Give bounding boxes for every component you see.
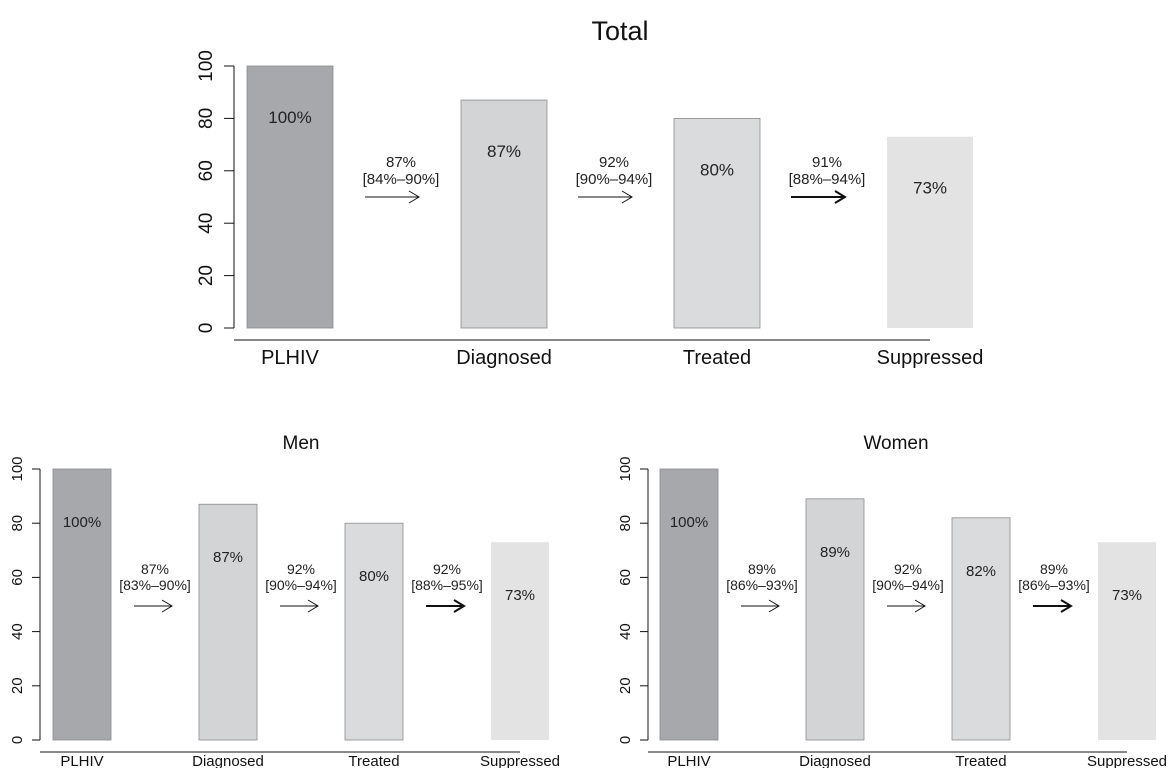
chart-panel-total: Total 0 20 40 60 80 100 100% PLHIV 87% Diagnosed 80… — [196, 16, 983, 369]
chart-panel-women: Women 0 20 40 60 80 100 100% PLHIV 89% Diagnosed 82… — [617, 433, 1167, 768]
x-tick-label: Treated — [683, 347, 751, 369]
arrow-head — [621, 190, 633, 204]
bar-diagnosed — [198, 503, 258, 741]
transition-ci: [88%–95%] — [411, 577, 483, 593]
y-tick-label: 100 — [617, 456, 634, 481]
arrow-head — [834, 190, 847, 204]
y-tick-label: 0 — [196, 323, 217, 334]
bar-value-label: 80% — [700, 160, 734, 179]
bar-value-label: 87% — [487, 142, 521, 161]
y-tick-label: 60 — [617, 569, 634, 586]
transition-rate: 89% — [1040, 561, 1068, 577]
chart-panel-men: Men 0 20 40 60 80 100 100% PLHIV 87% Diagnosed 80% T… — [9, 433, 560, 768]
x-tick-label: Suppressed — [480, 753, 560, 768]
transition-arrow — [791, 190, 847, 204]
y-tick-label: 100 — [196, 50, 217, 82]
bar-value-label: 73% — [1112, 587, 1142, 604]
bar-value-label: 100% — [670, 514, 708, 531]
chart-title: Total — [591, 16, 648, 46]
y-tick-label: 20 — [9, 677, 26, 694]
x-tick-label: PLHIV — [667, 753, 710, 768]
transition-ci: [86%–93%] — [1018, 577, 1090, 593]
y-tick-label: 40 — [617, 623, 634, 640]
transition-arrow — [887, 599, 926, 613]
y-tick-label: 60 — [196, 160, 217, 181]
x-tick-label: Suppressed — [877, 347, 984, 369]
bar-value-label: 100% — [268, 108, 311, 127]
bar-value-label: 100% — [63, 514, 101, 531]
y-tick-label: 40 — [9, 623, 26, 640]
transition-rate: 92% — [599, 154, 629, 171]
bar-suppressed — [887, 136, 973, 328]
bar-value-label: 82% — [966, 563, 996, 580]
transition-rate: 91% — [812, 154, 842, 171]
bar-value-label: 87% — [213, 549, 243, 566]
x-tick-label: Treated — [955, 753, 1006, 768]
arrow-head — [768, 599, 780, 613]
bar-value-label: 73% — [913, 179, 947, 198]
y-tick-label: 0 — [617, 736, 634, 744]
transition-arrow — [280, 599, 319, 613]
bar-diagnosed — [460, 99, 548, 329]
transition-arrow — [1033, 599, 1073, 613]
transition-rate: 92% — [433, 561, 461, 577]
transition-rate: 87% — [141, 561, 169, 577]
transition-arrow — [426, 599, 466, 613]
arrow-head — [453, 599, 466, 613]
y-tick-label: 20 — [196, 265, 217, 286]
x-tick-label: PLHIV — [261, 347, 319, 369]
transition-arrow — [134, 599, 173, 613]
bar-diagnosed — [805, 498, 865, 741]
y-tick-label: 80 — [9, 515, 26, 532]
bar-treated — [951, 517, 1011, 741]
transition-ci: [90%–94%] — [872, 577, 944, 593]
arrow-head — [1060, 599, 1073, 613]
transition-ci: [86%–93%] — [726, 577, 798, 593]
bar-plhiv — [659, 468, 719, 741]
arrow-head — [914, 599, 926, 613]
transition-arrow — [741, 599, 780, 613]
bar-suppressed — [491, 542, 549, 740]
arrow-head — [408, 190, 420, 204]
transition-arrow — [578, 190, 633, 204]
bar-suppressed — [1098, 542, 1156, 740]
bar-treated — [673, 118, 761, 329]
x-tick-label: Suppressed — [1087, 753, 1167, 768]
bar-treated — [344, 522, 404, 741]
transition-ci: [90%–94%] — [576, 171, 653, 188]
x-tick-label: Diagnosed — [192, 753, 264, 768]
y-tick-label: 20 — [617, 677, 634, 694]
bar-plhiv — [52, 468, 112, 741]
y-tick-label: 40 — [196, 213, 217, 234]
transition-rate: 92% — [894, 561, 922, 577]
y-tick-label: 80 — [617, 515, 634, 532]
y-tick-label: 60 — [9, 569, 26, 586]
transition-arrow — [365, 190, 420, 204]
transition-rate: 87% — [386, 154, 416, 171]
bar-value-label: 80% — [359, 568, 389, 585]
transition-ci: [90%–94%] — [265, 577, 337, 593]
transition-ci: [84%–90%] — [363, 171, 440, 188]
transition-ci: [88%–94%] — [789, 171, 866, 188]
y-tick-label: 0 — [9, 736, 26, 744]
transition-rate: 92% — [287, 561, 315, 577]
y-tick-label: 100 — [9, 456, 26, 481]
x-tick-label: Diagnosed — [456, 347, 552, 369]
arrow-head — [161, 599, 173, 613]
bar-value-label: 73% — [505, 587, 535, 604]
y-tick-label: 80 — [196, 108, 217, 129]
bar-plhiv — [246, 65, 334, 329]
chart-title: Men — [283, 433, 320, 454]
chart-title: Women — [863, 433, 928, 454]
x-tick-label: Diagnosed — [799, 753, 871, 768]
transition-ci: [83%–90%] — [119, 577, 191, 593]
x-tick-label: Treated — [348, 753, 399, 768]
bar-value-label: 89% — [820, 544, 850, 561]
transition-rate: 89% — [748, 561, 776, 577]
x-tick-label: PLHIV — [60, 753, 103, 768]
arrow-head — [307, 599, 319, 613]
